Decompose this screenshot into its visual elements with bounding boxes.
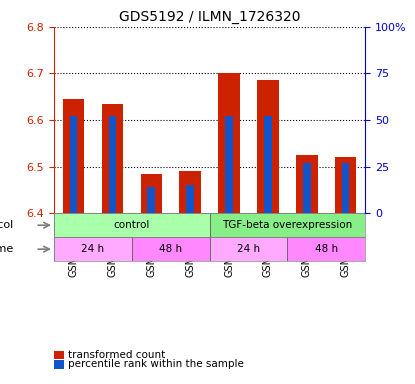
Bar	[147, 187, 155, 213]
Bar	[335, 157, 356, 213]
Text: 24 h: 24 h	[81, 244, 105, 254]
Bar	[70, 116, 77, 213]
Bar	[257, 81, 278, 213]
Text: TGF-beta overexpression: TGF-beta overexpression	[222, 220, 352, 230]
Text: control: control	[114, 220, 150, 230]
Bar	[210, 237, 287, 261]
Bar	[296, 155, 317, 213]
Bar	[342, 163, 349, 213]
Text: 48 h: 48 h	[315, 244, 338, 254]
Title: GDS5192 / ILMN_1726320: GDS5192 / ILMN_1726320	[119, 10, 300, 25]
Bar	[225, 116, 233, 213]
Bar	[141, 174, 162, 213]
Text: 24 h: 24 h	[237, 244, 260, 254]
Text: transformed count: transformed count	[68, 350, 166, 360]
Text: time: time	[0, 244, 14, 254]
Bar	[179, 171, 201, 213]
Bar	[218, 73, 240, 213]
Bar	[303, 163, 310, 213]
Bar	[54, 237, 132, 261]
Bar	[109, 116, 116, 213]
Bar	[287, 237, 365, 261]
Bar	[63, 99, 84, 213]
Bar	[264, 116, 272, 213]
Bar	[186, 185, 194, 213]
Bar	[102, 104, 123, 213]
Text: percentile rank within the sample: percentile rank within the sample	[68, 359, 244, 369]
Bar	[132, 237, 210, 261]
Bar	[54, 213, 210, 237]
Text: 48 h: 48 h	[159, 244, 182, 254]
Text: protocol: protocol	[0, 220, 14, 230]
Bar	[210, 213, 365, 237]
